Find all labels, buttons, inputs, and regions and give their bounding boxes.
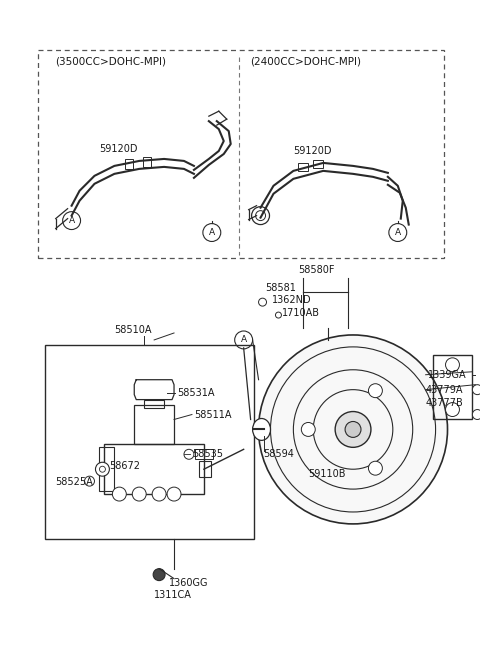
Text: 58525A: 58525A [55, 477, 93, 487]
Text: A: A [240, 335, 247, 344]
Circle shape [132, 487, 146, 501]
Text: 59120D: 59120D [293, 146, 332, 156]
Circle shape [96, 462, 109, 476]
Circle shape [369, 384, 383, 398]
Circle shape [335, 411, 371, 447]
Text: 43779A: 43779A [426, 384, 463, 395]
Text: 58594: 58594 [264, 449, 294, 459]
Circle shape [389, 224, 407, 241]
Bar [134, 405, 174, 444]
Circle shape [167, 487, 181, 501]
Bar [99, 447, 114, 491]
Text: 58580F: 58580F [299, 265, 335, 276]
Circle shape [84, 476, 95, 486]
Text: 59110B: 59110B [308, 469, 346, 479]
Circle shape [472, 409, 480, 419]
Text: A: A [209, 228, 215, 237]
Circle shape [235, 331, 252, 349]
Circle shape [445, 403, 459, 417]
Circle shape [259, 298, 266, 306]
Text: 58510A: 58510A [114, 325, 152, 335]
Circle shape [445, 358, 459, 372]
Circle shape [63, 212, 81, 230]
Text: 58581: 58581 [265, 283, 297, 293]
Text: (2400CC>DOHC-MPI): (2400CC>DOHC-MPI) [251, 56, 361, 66]
Text: 58511A: 58511A [194, 409, 231, 420]
Text: 58531A: 58531A [177, 388, 215, 398]
Circle shape [203, 224, 221, 241]
Circle shape [301, 422, 315, 436]
Bar [143, 157, 151, 167]
Text: (3500CC>DOHC-MPI): (3500CC>DOHC-MPI) [55, 56, 166, 66]
Circle shape [153, 569, 165, 581]
Bar [313, 160, 323, 168]
Circle shape [184, 449, 194, 459]
Text: 1360GG: 1360GG [169, 577, 209, 588]
Text: A: A [395, 228, 401, 237]
Text: 1710AB: 1710AB [282, 308, 321, 318]
Bar [144, 400, 164, 407]
Circle shape [276, 312, 281, 318]
Text: 43777B: 43777B [426, 398, 463, 407]
Text: 1362ND: 1362ND [272, 295, 311, 305]
Text: 58672: 58672 [109, 461, 140, 471]
Circle shape [345, 422, 361, 438]
Ellipse shape [252, 419, 271, 440]
Text: A: A [69, 216, 75, 225]
Bar [199, 461, 211, 477]
Circle shape [369, 461, 383, 475]
Bar [125, 159, 133, 169]
Circle shape [255, 211, 265, 220]
Bar [299, 163, 308, 171]
Bar [195, 449, 213, 459]
Circle shape [252, 207, 269, 224]
Circle shape [152, 487, 166, 501]
Bar [38, 50, 444, 258]
Circle shape [112, 487, 126, 501]
Text: 1311CA: 1311CA [154, 590, 192, 600]
Circle shape [259, 335, 447, 524]
Bar [45, 345, 253, 539]
Text: 1339GA: 1339GA [428, 370, 466, 380]
Circle shape [472, 384, 480, 395]
Bar [432, 355, 472, 419]
Bar [105, 444, 204, 494]
Circle shape [99, 466, 106, 472]
Text: 58535: 58535 [192, 449, 223, 459]
Text: 59120D: 59120D [99, 144, 138, 154]
